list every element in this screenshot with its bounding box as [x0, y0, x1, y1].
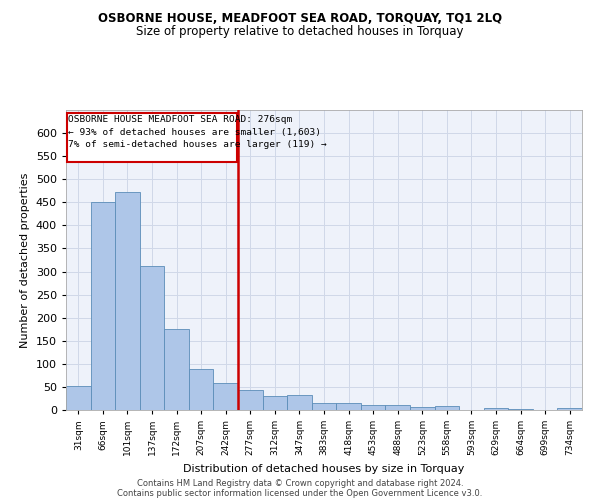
- Text: Size of property relative to detached houses in Torquay: Size of property relative to detached ho…: [136, 25, 464, 38]
- X-axis label: Distribution of detached houses by size in Torquay: Distribution of detached houses by size …: [184, 464, 464, 473]
- Bar: [115, 192, 140, 410]
- Bar: [91, 202, 115, 410]
- Bar: [238, 390, 263, 410]
- Bar: [67, 113, 237, 162]
- Bar: [140, 266, 164, 410]
- Bar: [214, 383, 238, 410]
- Text: Contains public sector information licensed under the Open Government Licence v3: Contains public sector information licen…: [118, 488, 482, 498]
- Bar: [66, 386, 91, 410]
- Bar: [484, 408, 508, 410]
- Bar: [557, 408, 582, 410]
- Text: Contains HM Land Registry data © Crown copyright and database right 2024.: Contains HM Land Registry data © Crown c…: [137, 478, 463, 488]
- Y-axis label: Number of detached properties: Number of detached properties: [20, 172, 30, 348]
- Bar: [434, 406, 459, 410]
- Bar: [189, 370, 214, 410]
- Bar: [287, 395, 312, 410]
- Bar: [385, 406, 410, 410]
- Bar: [336, 403, 361, 410]
- Text: OSBORNE HOUSE, MEADFOOT SEA ROAD, TORQUAY, TQ1 2LQ: OSBORNE HOUSE, MEADFOOT SEA ROAD, TORQUA…: [98, 12, 502, 26]
- Bar: [410, 407, 434, 410]
- Bar: [164, 329, 189, 410]
- Bar: [361, 406, 385, 410]
- Bar: [312, 403, 336, 410]
- Bar: [508, 408, 533, 410]
- Bar: [263, 396, 287, 410]
- Text: OSBORNE HOUSE MEADFOOT SEA ROAD: 276sqm
← 93% of detached houses are smaller (1,: OSBORNE HOUSE MEADFOOT SEA ROAD: 276sqm …: [68, 115, 327, 149]
